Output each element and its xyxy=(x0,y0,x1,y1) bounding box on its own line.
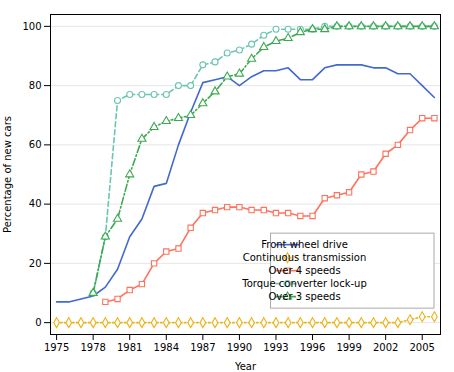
svg-text:20: 20 xyxy=(29,258,42,269)
svg-text:1984: 1984 xyxy=(154,342,179,353)
svg-text:1987: 1987 xyxy=(190,342,215,353)
svg-text:1996: 1996 xyxy=(300,342,325,353)
svg-text:60: 60 xyxy=(29,139,42,150)
svg-text:2005: 2005 xyxy=(409,342,434,353)
svg-text:1978: 1978 xyxy=(80,342,105,353)
svg-text:Over 3 speeds: Over 3 speeds xyxy=(268,291,340,302)
svg-text:0: 0 xyxy=(35,317,41,328)
svg-text:Year: Year xyxy=(234,361,257,372)
svg-text:1999: 1999 xyxy=(336,342,361,353)
svg-text:Over 4 speeds: Over 4 speeds xyxy=(268,265,340,276)
svg-text:1981: 1981 xyxy=(117,342,142,353)
svg-text:Torque converter lock-up: Torque converter lock-up xyxy=(241,278,366,289)
svg-text:80: 80 xyxy=(29,80,42,91)
svg-text:Percentage of new cars: Percentage of new cars xyxy=(2,116,13,233)
svg-text:40: 40 xyxy=(29,198,42,209)
svg-text:Continuous transmission: Continuous transmission xyxy=(243,252,367,263)
svg-text:Front wheel drive: Front wheel drive xyxy=(261,239,348,250)
svg-text:1975: 1975 xyxy=(44,342,69,353)
svg-text:100: 100 xyxy=(22,21,41,32)
svg-text:2002: 2002 xyxy=(373,342,398,353)
svg-text:1993: 1993 xyxy=(263,342,288,353)
svg-text:1990: 1990 xyxy=(227,342,252,353)
